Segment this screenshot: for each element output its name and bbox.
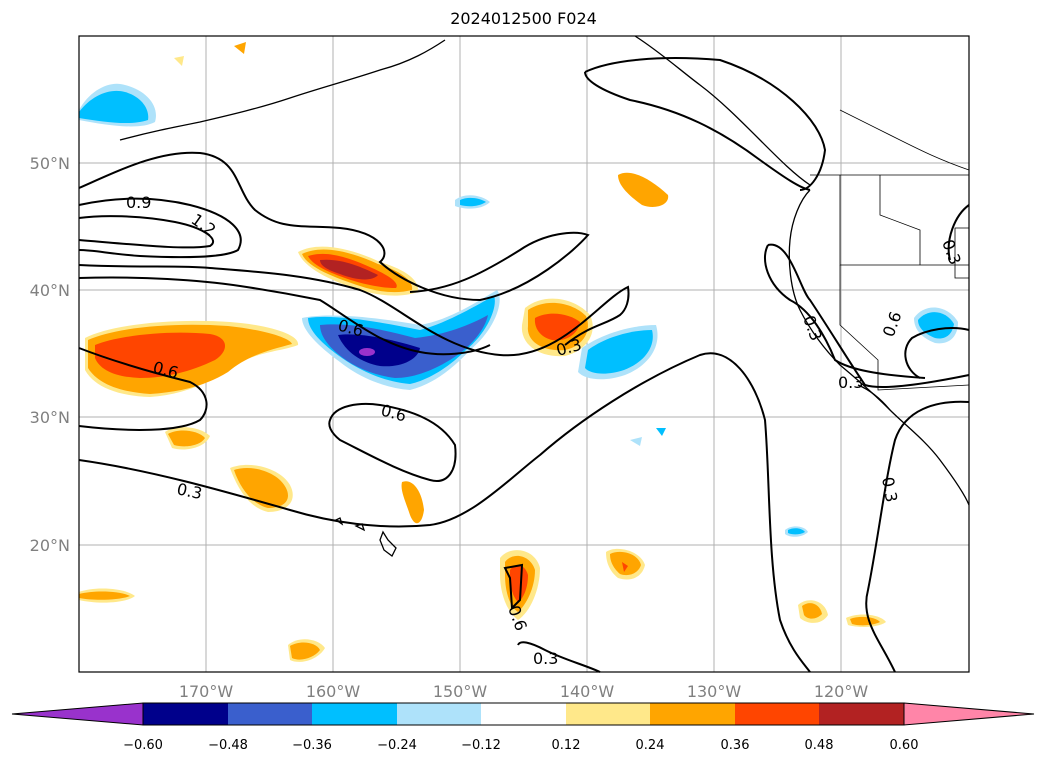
colorbar-segment — [228, 703, 312, 725]
longitude-labels: 170°W 160°W 150°W 140°W 130°W 120°W — [179, 682, 869, 701]
contour-label: 0.3 — [838, 373, 863, 392]
colorbar-tick: −0.12 — [461, 738, 501, 753]
lat-label-50: 50°N — [30, 154, 70, 173]
contour-lines — [78, 57, 970, 673]
colorbar-tick: −0.36 — [292, 738, 332, 753]
colorbar-segment — [566, 703, 650, 725]
contour-label: 0.3 — [878, 475, 901, 503]
colorbar: −0.60 −0.48 −0.36 −0.24 −0.12 0.12 0.24 … — [11, 702, 1035, 753]
map-title: 2024012500 F024 — [450, 9, 597, 28]
colorbar-segment — [397, 703, 481, 725]
colorbar-segment — [819, 703, 904, 725]
colorbar-tick: 0.36 — [721, 738, 750, 753]
colorbar-tick: −0.24 — [377, 738, 417, 753]
contour-label: 0.3 — [175, 479, 204, 503]
lon-label-140w: 140°W — [560, 682, 615, 701]
lat-label-40: 40°N — [30, 281, 70, 300]
colorbar-tick: −0.48 — [208, 738, 248, 753]
lat-label-30: 30°N — [30, 408, 70, 427]
colorbar-min-extension — [11, 702, 144, 726]
lon-label-130w: 130°W — [687, 682, 742, 701]
colorbar-segment — [312, 703, 397, 725]
filled-anomalies — [79, 42, 958, 662]
map-frame — [78, 35, 970, 673]
colorbar-tick: 0.12 — [552, 738, 581, 753]
colorbar-tick: 0.60 — [890, 738, 919, 753]
colorbar-segment — [481, 703, 566, 725]
contour-label: 0.3 — [533, 649, 558, 668]
lon-label-160w: 160°W — [306, 682, 361, 701]
lon-label-170w: 170°W — [179, 682, 234, 701]
contour-label: 0.9 — [126, 193, 151, 212]
colorbar-tick: 0.24 — [636, 738, 665, 753]
colorbar-tick: 0.48 — [805, 738, 834, 753]
coastlines — [119, 35, 970, 557]
colorbar-max-extension — [903, 702, 1035, 726]
lon-label-120w: 120°W — [814, 682, 869, 701]
lat-label-20: 20°N — [30, 536, 70, 555]
latitude-labels: 50°N 40°N 30°N 20°N — [30, 154, 70, 555]
colorbar-tick: −0.60 — [123, 738, 163, 753]
colorbar-segment — [650, 703, 735, 725]
colorbar-segment — [735, 703, 819, 725]
colorbar-segment — [143, 703, 228, 725]
lon-label-150w: 150°W — [433, 682, 488, 701]
